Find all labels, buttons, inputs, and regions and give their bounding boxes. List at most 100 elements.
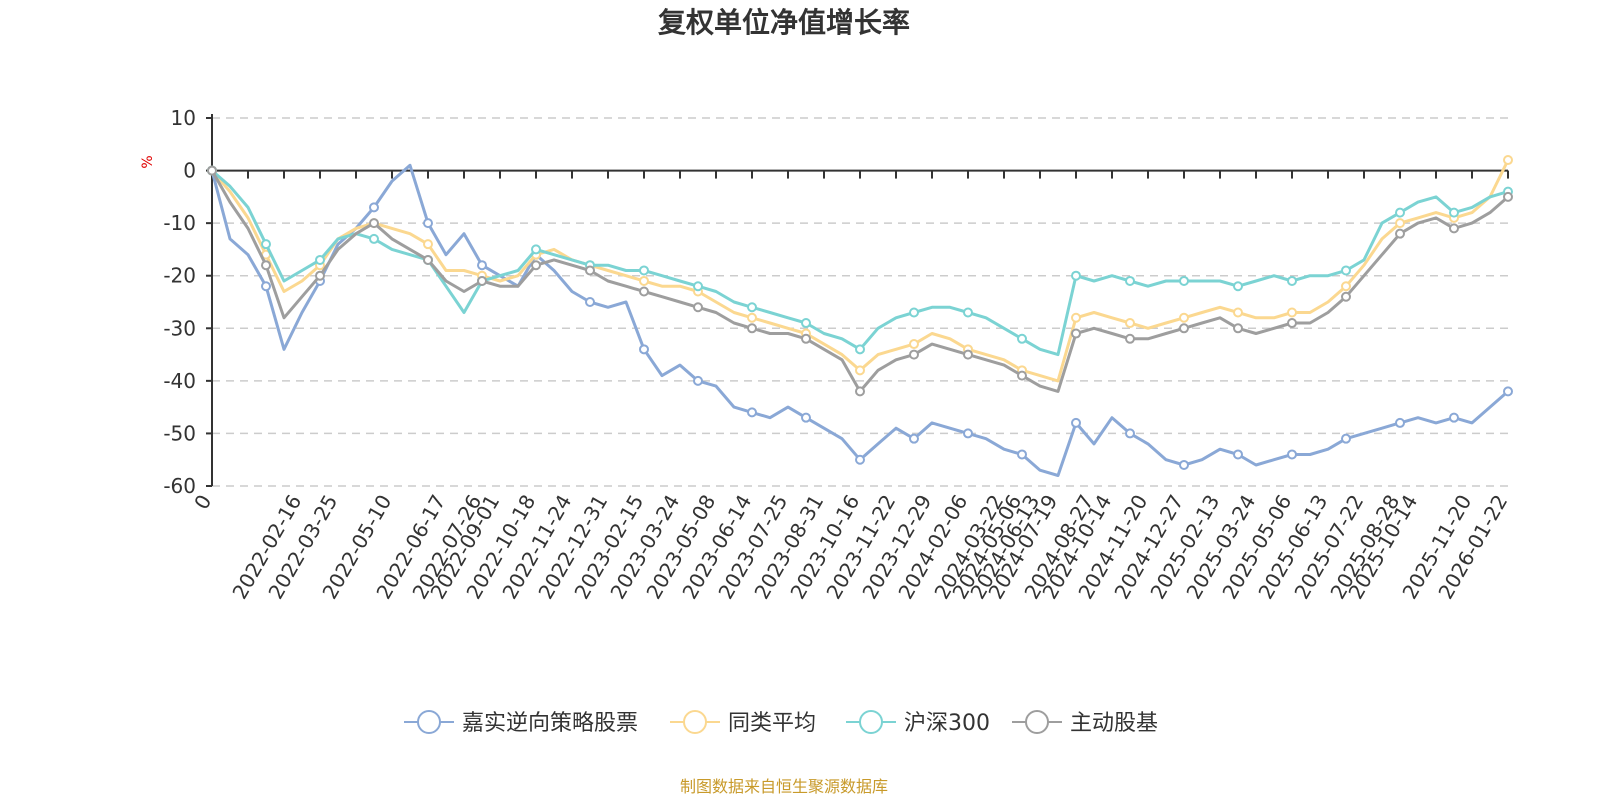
series-point — [801, 318, 811, 329]
series-point — [1449, 412, 1459, 423]
y-axis-label: % — [140, 155, 156, 168]
source-note: 制图数据来自恒生聚源数据库 — [680, 777, 888, 796]
y-tick-label: 0 — [183, 159, 196, 183]
series-point — [747, 312, 757, 323]
legend-label: 嘉实逆向策略股票 — [462, 711, 638, 736]
series-point — [315, 254, 325, 265]
series-point — [855, 386, 865, 397]
series-point — [1071, 417, 1081, 428]
series-point — [639, 275, 649, 286]
series-point — [963, 307, 973, 318]
series-point — [747, 302, 757, 313]
series-line — [210, 169, 1509, 393]
series-point — [1503, 191, 1513, 202]
series-point — [747, 323, 757, 334]
y-tick-label: 10 — [171, 106, 196, 130]
series-point — [1125, 428, 1135, 439]
series-point — [1287, 449, 1297, 460]
series-point — [1071, 312, 1081, 323]
y-tick-label: -60 — [163, 474, 196, 498]
series-point — [747, 407, 757, 418]
series-point — [1125, 333, 1135, 344]
series-point — [531, 244, 541, 255]
series-point — [1233, 449, 1243, 460]
series-point — [909, 433, 919, 444]
series-point — [963, 349, 973, 360]
series-point — [1503, 155, 1513, 166]
series-point — [261, 260, 271, 271]
series-point — [1395, 228, 1405, 239]
series-point — [1125, 318, 1135, 329]
legend-label: 主动股基 — [1070, 711, 1158, 736]
y-tick-label: -20 — [163, 264, 196, 288]
x-tick-label: 0 — [189, 491, 216, 514]
series-point — [1179, 275, 1189, 286]
legend-marker — [683, 710, 707, 734]
series-point — [1341, 291, 1351, 302]
series-point — [1233, 323, 1243, 334]
series-point — [1395, 207, 1405, 218]
series-point — [423, 218, 433, 229]
y-tick-label: -50 — [163, 421, 196, 445]
series-point — [801, 333, 811, 344]
series-lines — [207, 155, 1513, 477]
axes: 100-10-20-30-40-50-600 2022-02-162022-03-… — [163, 106, 1512, 603]
series-point — [1287, 318, 1297, 329]
legend-label: 同类平均 — [728, 711, 816, 736]
series-point — [369, 202, 379, 213]
series-point — [1449, 223, 1459, 234]
series-point — [1179, 312, 1189, 323]
series-point — [855, 454, 865, 465]
series-point — [855, 365, 865, 376]
series-point — [1341, 281, 1351, 292]
series-point — [1071, 270, 1081, 281]
series-point — [693, 302, 703, 313]
series-point — [531, 260, 541, 271]
series-point — [1233, 281, 1243, 292]
series-point — [477, 260, 487, 271]
series-point — [639, 286, 649, 297]
series-point — [1179, 459, 1189, 470]
legend-label: 沪深300 — [904, 711, 990, 736]
series-point — [855, 344, 865, 355]
series-point — [1503, 386, 1513, 397]
series-point — [1449, 207, 1459, 218]
series-point — [1125, 275, 1135, 286]
series-point — [1395, 417, 1405, 428]
series-point — [1233, 307, 1243, 318]
series-point — [801, 412, 811, 423]
series-point — [639, 265, 649, 276]
series-point — [423, 239, 433, 250]
legend: 嘉实逆向策略股票 同类平均 沪深300 主动股基 — [404, 710, 1158, 736]
series-point — [639, 344, 649, 355]
series-point — [1341, 265, 1351, 276]
y-tick-label: -40 — [163, 369, 196, 393]
legend-marker — [1025, 710, 1049, 734]
y-tick-label: -30 — [163, 316, 196, 340]
series-point — [909, 339, 919, 350]
series-point — [1341, 433, 1351, 444]
series-point — [1017, 449, 1027, 460]
series-line — [211, 169, 1509, 357]
series-point — [693, 281, 703, 292]
legend-marker — [417, 710, 441, 734]
series-point — [261, 281, 271, 292]
series-point — [963, 428, 973, 439]
series-point — [369, 233, 379, 244]
series-point — [1179, 323, 1189, 334]
series-point — [423, 254, 433, 265]
series-point — [1017, 370, 1027, 381]
series-point — [1071, 328, 1081, 339]
series-point — [207, 165, 217, 176]
legend-marker — [859, 710, 883, 734]
series-point — [1395, 218, 1405, 229]
series-point — [1287, 275, 1297, 286]
series-point — [315, 270, 325, 281]
y-tick-label: -10 — [163, 211, 196, 235]
series-point — [261, 239, 271, 250]
series-point — [477, 275, 487, 286]
series-point — [585, 265, 595, 276]
series-point — [585, 297, 595, 307]
series-point — [1017, 333, 1027, 344]
